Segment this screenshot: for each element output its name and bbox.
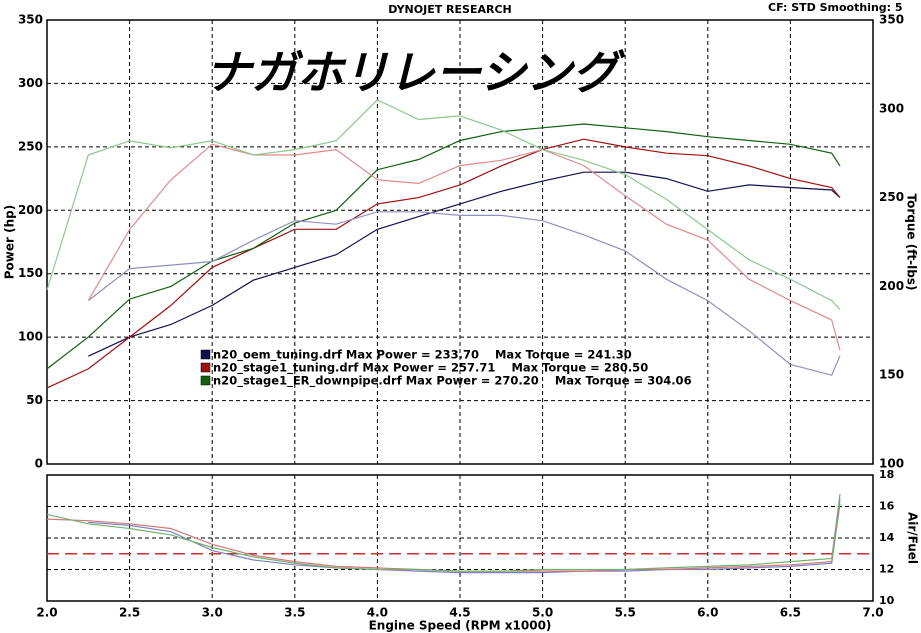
y-axis-label: Power (hp) [3, 205, 17, 279]
y-tick-label: 12 [879, 563, 894, 576]
y-tick-label: 350 [18, 13, 43, 27]
legend-name: n20_stage1_tuning.drf [213, 361, 359, 376]
legend-torque-text: Max Torque = [495, 348, 583, 362]
legend-power-text: Max Power = [406, 374, 491, 388]
series-line [87, 143, 841, 351]
logo-text: ナガホリレーシング [205, 46, 626, 100]
y2-tick-label: 200 [879, 279, 904, 293]
y-tick-label: 16 [879, 500, 895, 513]
x-tick-label: 5.0 [532, 606, 553, 620]
series-line [46, 138, 841, 389]
y-tick-label: 50 [26, 393, 43, 407]
legend-swatch [200, 349, 211, 360]
series-line [46, 493, 841, 572]
x-axis-label: Engine Speed (RPM x1000) [369, 619, 552, 633]
x-tick-label: 3.5 [284, 606, 305, 620]
y-tick-label: 0 [35, 457, 43, 471]
y-tick-label: 18 [879, 468, 894, 481]
y2-tick-label: 100 [879, 457, 904, 471]
y-tick-label: 10 [879, 594, 895, 607]
y2-tick-label: 250 [879, 190, 904, 204]
y2-axis-label: Torque (ft-lbs) [905, 194, 919, 291]
series-line [46, 123, 841, 370]
x-tick-label: 6.0 [697, 606, 718, 620]
y2-tick-label: 150 [879, 368, 904, 382]
series-line [88, 503, 841, 574]
legend-max-torque: 304.06 [647, 374, 691, 388]
x-tick-label: 4.0 [367, 606, 388, 620]
y-tick-label: 250 [18, 139, 43, 153]
legend-name: n20_stage1_ER_downpipe.drf [213, 374, 403, 389]
series-line [87, 211, 841, 376]
legend-power-text: Max Power = [346, 348, 431, 362]
y2-tick-label: 300 [879, 101, 904, 115]
x-tick-label: 2.5 [119, 606, 140, 620]
chart-title: DYNOJET RESEARCH [388, 3, 511, 16]
y-tick-label: 150 [18, 266, 43, 280]
legend-swatch [200, 362, 211, 373]
legend-max-power: 270.20 [494, 374, 538, 388]
legend-max-torque: 280.50 [604, 361, 648, 375]
legend-torque-text: Max Torque = [555, 374, 643, 388]
legend-power-text: Max Power = [362, 361, 447, 375]
chart-subtitle: CF: STD Smoothing: 5 [768, 1, 903, 14]
series-line [46, 99, 841, 310]
y-tick-label: 300 [18, 76, 43, 90]
x-tick-label: 6.5 [780, 606, 801, 620]
x-tick-label: 5.5 [615, 606, 636, 620]
y-tick-label: 14 [879, 531, 895, 544]
x-tick-label: 3.0 [202, 606, 223, 620]
legend-swatch [200, 375, 211, 386]
legend-name: n20_oem_tuning.drf [213, 348, 343, 363]
legend-max-torque: 241.30 [587, 348, 631, 362]
y-tick-label: 100 [18, 330, 43, 344]
legend-max-power: 233.70 [435, 348, 479, 362]
x-tick-label: 4.5 [449, 606, 470, 620]
y-tick-label: 200 [18, 203, 43, 217]
series-line [88, 171, 841, 357]
legend-torque-text: Max Torque = [511, 361, 599, 375]
afr-axis-label: Air/Fuel [906, 512, 920, 564]
x-tick-label: 7.0 [862, 606, 883, 620]
x-tick-label: 2.0 [36, 606, 57, 620]
legend-max-power: 257.71 [451, 361, 495, 375]
y2-tick-label: 350 [879, 13, 904, 27]
